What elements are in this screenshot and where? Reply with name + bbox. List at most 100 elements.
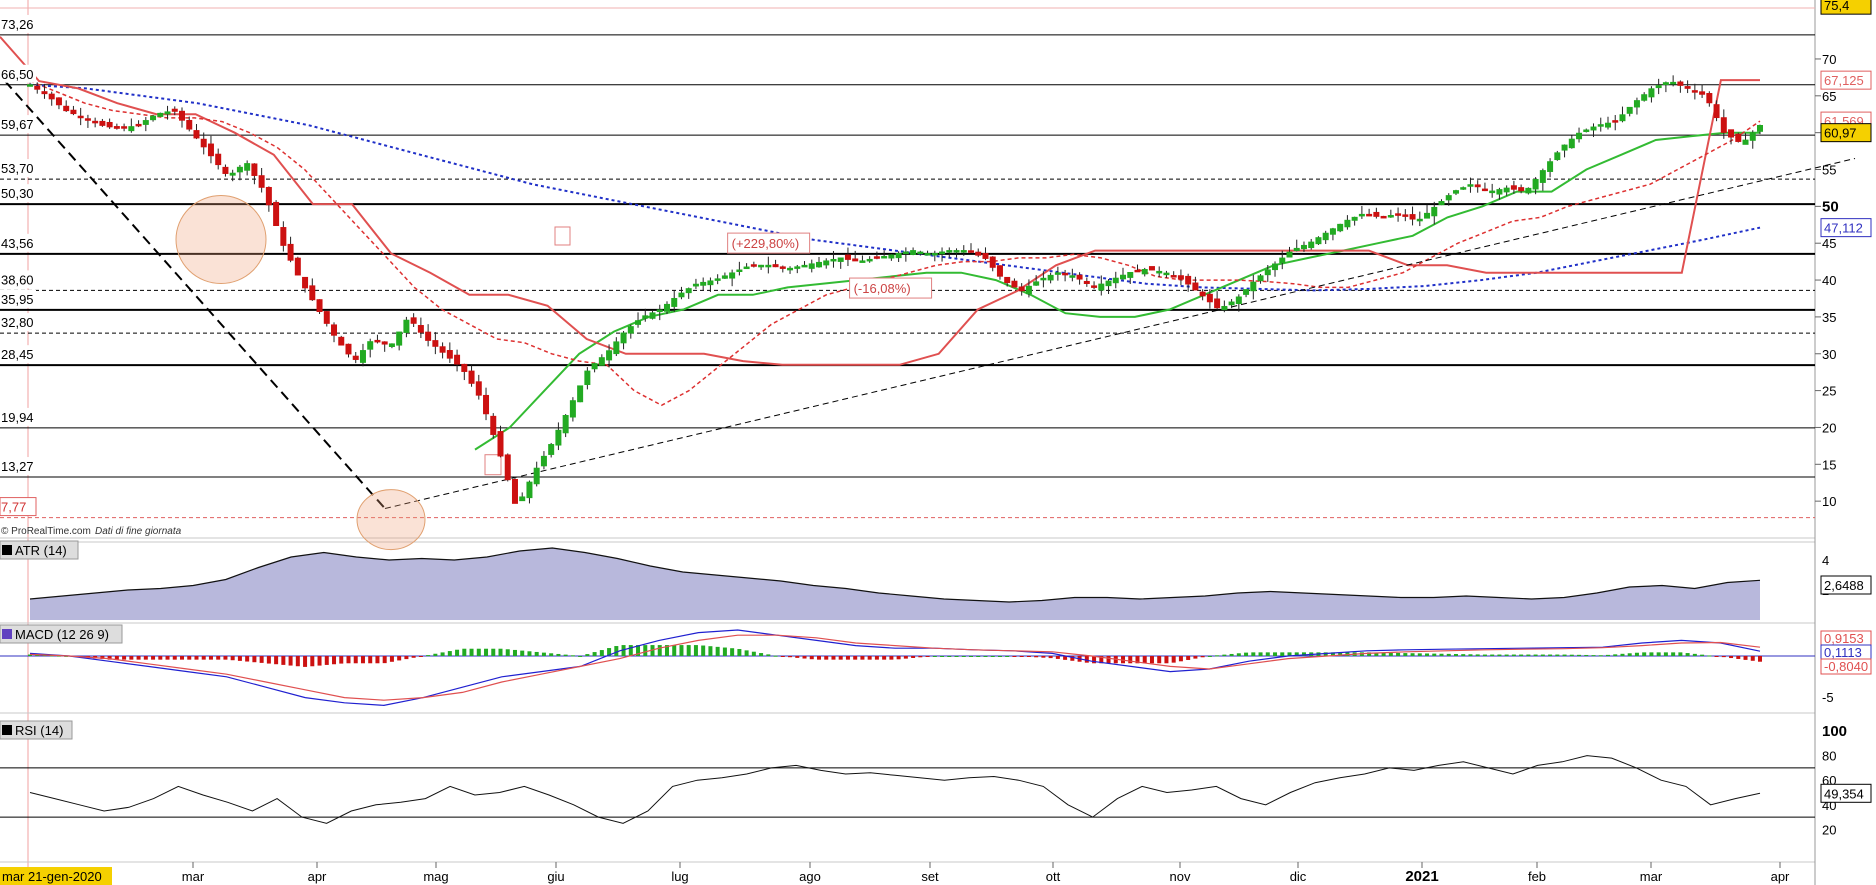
macd-histogram-bar [1555, 654, 1560, 656]
candle-body [1720, 117, 1727, 133]
candle-body [55, 97, 62, 106]
candle-body [1590, 126, 1597, 131]
macd-histogram-bar [874, 656, 879, 660]
candle-body [150, 115, 157, 121]
ma-blue-dotted-line [29, 83, 1761, 292]
macd-histogram-bar [1692, 653, 1697, 656]
macd-histogram-bar [614, 646, 619, 656]
candle-body [1387, 215, 1394, 218]
copyright-text: © ProRealTime.com [1, 526, 91, 537]
macd-histogram-bar [1048, 656, 1053, 659]
macd-histogram-bar [925, 656, 930, 657]
candle-body [381, 341, 388, 345]
macd-histogram-bar [1063, 656, 1068, 660]
candle-body [186, 119, 193, 130]
candle-body [562, 415, 569, 434]
candle-body [1713, 104, 1720, 119]
price-tick-label: 25 [1822, 384, 1836, 399]
macd-histogram-bar [672, 645, 677, 656]
macd-histogram-bar [1338, 652, 1343, 656]
macd-histogram-bar [1258, 652, 1263, 656]
data-note-text: Dati di fine giornata [95, 526, 182, 537]
level-label: 66,50 [1, 67, 34, 82]
candle-body [533, 467, 540, 485]
macd-histogram-bar [194, 656, 199, 660]
candle-body [931, 252, 938, 256]
candle-body [1445, 195, 1452, 201]
candle-body [1148, 266, 1155, 271]
rsi-value-tag [1820, 783, 1872, 803]
candle-body [461, 363, 468, 372]
level-label-bg [0, 345, 36, 364]
candle-body [1250, 281, 1257, 292]
candle-body [765, 264, 772, 268]
price-tick-label: 35 [1822, 310, 1836, 325]
macd-histogram-bar [1084, 656, 1089, 663]
macd-histogram-bar [223, 656, 228, 660]
macd-histogram-bar [397, 656, 402, 661]
candle-body [425, 331, 432, 341]
macd-histogram-bar [788, 656, 793, 658]
candle-body [577, 385, 584, 403]
highlight-circle [175, 195, 267, 285]
macd-histogram-bar [911, 656, 916, 658]
rsi-tick-label: 20 [1822, 822, 1836, 837]
macd-histogram-bar [1193, 656, 1198, 659]
candle-body [352, 355, 359, 360]
macd-histogram-bar [643, 645, 648, 656]
macd-histogram-bar [107, 656, 112, 660]
macd-color-swatch [2, 629, 12, 639]
candle-body [128, 126, 135, 132]
macd-histogram-bar [845, 656, 850, 660]
x-tick-label: ago [799, 869, 821, 884]
macd-histogram-bar [353, 656, 358, 664]
trailing-stop-red-line [0, 36, 1760, 366]
candle-body [1018, 286, 1025, 292]
macd-histogram-bar [621, 645, 626, 656]
candle-body [888, 254, 895, 259]
atr-label-bg [0, 540, 79, 560]
price-tick-label: 40 [1822, 273, 1836, 288]
level-label: 28,45 [1, 347, 34, 362]
candle-body [77, 115, 84, 119]
macd-histogram-bar [28, 654, 32, 656]
price-tag [1820, 0, 1872, 15]
macd-histogram-bar [1222, 654, 1227, 656]
candle-body [750, 264, 757, 267]
candle-body [287, 243, 294, 261]
candle-body [1177, 275, 1184, 280]
macd-histogram-bar [860, 656, 865, 660]
candle-body [403, 319, 410, 333]
macd-histogram-bar [1005, 656, 1010, 657]
candle-body [1272, 263, 1279, 271]
candle-body [729, 272, 736, 279]
candle-body [1677, 81, 1684, 86]
date-label: mar 21-gen-2020 [2, 869, 102, 884]
macd-histogram-bar [1569, 654, 1574, 656]
atr-value-tag [1820, 575, 1872, 595]
candle-body [678, 292, 685, 298]
price-tick-label: 65 [1822, 89, 1836, 104]
candle-body [1221, 305, 1228, 311]
macd-histogram-bar [1591, 655, 1596, 657]
macd-histogram-bar [129, 656, 134, 660]
candle-body [244, 163, 251, 171]
macd-histogram-bar [180, 656, 185, 660]
atr-panel: ATR (14)422,6488 [0, 540, 1872, 620]
candle-body [1344, 219, 1351, 228]
candle-body [1264, 269, 1271, 276]
candle-body [1467, 184, 1474, 187]
candle-body [540, 455, 547, 467]
macd-histogram-bar [636, 645, 641, 656]
macd-histogram-bar [1215, 655, 1220, 657]
macd-histogram-bar [1663, 652, 1668, 656]
candle-body [63, 105, 70, 112]
candle-body [736, 269, 743, 273]
candle-body [504, 454, 511, 481]
macd-histogram-bar [1482, 654, 1487, 656]
macd-histogram-bar [520, 650, 525, 656]
macd-histogram-bar [592, 652, 597, 656]
x-tick-label: dic [1290, 869, 1307, 884]
